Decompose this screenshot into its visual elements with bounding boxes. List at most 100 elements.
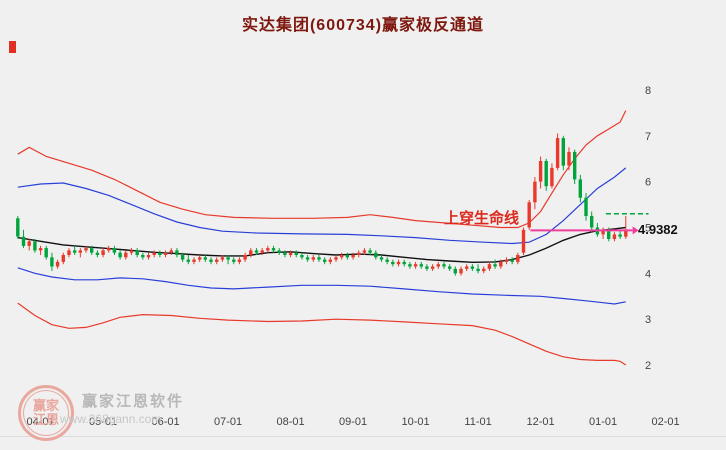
candle-body (118, 252, 122, 258)
candle-body (408, 264, 412, 267)
candle-body (78, 250, 82, 253)
y-tick-label: 7 (645, 131, 651, 143)
candle-body (516, 255, 520, 262)
candle-body (260, 250, 264, 253)
y-tick-label: 3 (645, 314, 651, 326)
candle-body (351, 255, 355, 258)
candle-body (482, 268, 486, 272)
candle-body (220, 257, 225, 260)
candle-body (459, 268, 463, 274)
x-tick-label: 10-01 (402, 416, 430, 428)
candle-body (436, 264, 440, 267)
watermark-logo-text-1: 赢家 (32, 398, 59, 413)
candle-body (323, 259, 327, 262)
band-lifeline (17, 226, 626, 264)
candle-body (487, 264, 492, 269)
candle-body (163, 252, 168, 255)
candle-body (33, 241, 37, 251)
candle-body (300, 255, 304, 258)
candle-body (243, 255, 247, 260)
candle-body (180, 255, 185, 260)
candle-body (61, 255, 65, 262)
candle-body (232, 259, 236, 262)
x-tick-label: 06-01 (152, 416, 180, 428)
watermark-logo-text-2: 江恩 (32, 412, 59, 427)
candle-body (135, 250, 139, 255)
candle-body (50, 257, 54, 267)
band-upper-blue (17, 167, 627, 245)
y-tick-label: 2 (645, 360, 651, 372)
candle-body (510, 259, 514, 262)
pink-line-arrow-icon (632, 226, 639, 235)
candle-body (328, 259, 332, 262)
candle-body (27, 241, 31, 246)
candle-body (476, 268, 480, 272)
chart-title: 实达集团(600734)赢家极反通道 (241, 17, 485, 34)
candle-body (391, 261, 395, 265)
candle-body (305, 257, 310, 260)
x-tick-label: 02-01 (652, 416, 680, 428)
candle-body (192, 259, 196, 262)
candle-body (601, 229, 605, 235)
candle-body (448, 266, 452, 269)
candle-body (90, 248, 94, 253)
candle-body (544, 161, 548, 187)
x-tick-label: 09-01 (339, 416, 367, 428)
candle-body (209, 259, 213, 262)
watermark-logo-icon: 赢家 江恩 (18, 385, 74, 441)
candle-body (521, 229, 526, 253)
lifeline-cross-annotation: 上穿生命线 (444, 210, 520, 227)
candle-body (158, 252, 162, 255)
candle-body (44, 248, 48, 258)
candle-body (419, 264, 423, 267)
candle-body (607, 229, 611, 239)
candle-body (453, 268, 457, 274)
candle-body (215, 259, 219, 262)
candle-body (169, 250, 173, 253)
x-tick-label: 08-01 (277, 416, 305, 428)
candle-body (226, 257, 230, 260)
price-label: 4.9382 (638, 222, 678, 237)
candle-body (237, 259, 242, 262)
candle-body (254, 250, 259, 253)
candle-body (107, 248, 111, 251)
candle-body (124, 252, 128, 258)
candle-body (379, 257, 384, 260)
candle-body (385, 259, 389, 262)
candle-body (357, 252, 361, 255)
x-axis-line (0, 436, 726, 437)
candle-body (425, 266, 429, 269)
candle-body (175, 250, 179, 255)
candle-body (129, 250, 134, 253)
candle-body (340, 255, 344, 258)
candle-body (317, 257, 321, 260)
candle-body (186, 259, 190, 262)
candle-body (590, 216, 594, 228)
candle-body (533, 181, 537, 203)
watermark-url-text: www.368gann.com (60, 412, 162, 426)
candle-body (567, 151, 571, 166)
candle-body (368, 250, 372, 253)
candle-body (584, 197, 588, 216)
band-lower-blue (17, 267, 626, 305)
candle-body (16, 218, 20, 237)
candle-body (470, 266, 475, 269)
candle-body (311, 257, 315, 260)
y-tick-label: 8 (645, 85, 651, 97)
x-tick-label: 01-01 (589, 416, 617, 428)
candle-body (266, 248, 270, 251)
candle-body (95, 252, 100, 255)
candle-body (374, 252, 378, 258)
candle-body (345, 255, 350, 258)
band-lower-red (17, 302, 627, 366)
candle-body (561, 138, 565, 166)
candle-body (504, 259, 509, 262)
y-tick-label: 4 (645, 268, 651, 280)
watermark-brand-text: 赢家江恩软件 (82, 393, 185, 410)
x-tick-label: 07-01 (214, 416, 242, 428)
candle-body (465, 266, 469, 269)
candle-body (624, 230, 628, 237)
candle-body (112, 248, 117, 253)
candle-body (55, 261, 60, 267)
